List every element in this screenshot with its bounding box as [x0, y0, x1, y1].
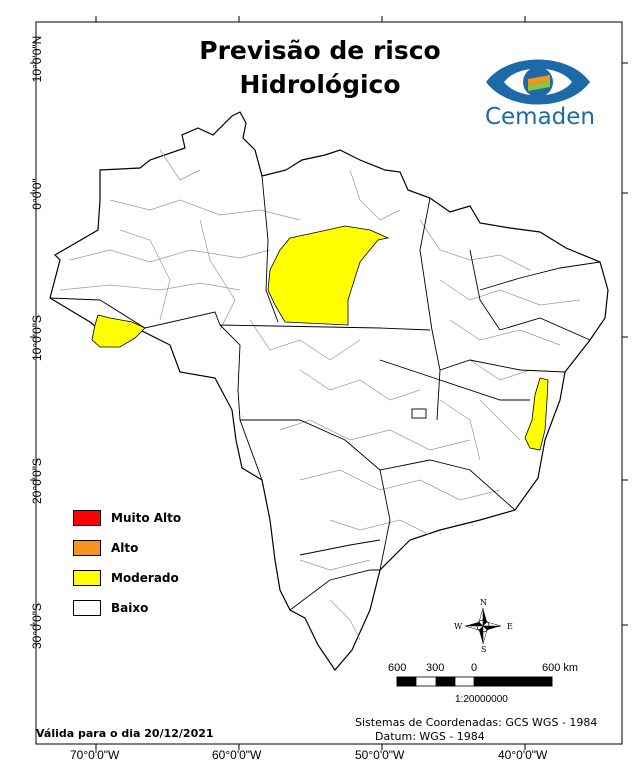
legend-item-moderado: Moderado: [73, 569, 179, 587]
scale-label: 300: [426, 662, 445, 674]
moderado-region-bahia-coast: [524, 377, 549, 451]
scale-ratio: 1:20000000: [455, 694, 508, 705]
compass-n-label: N: [480, 598, 487, 607]
moderado-region-para: [267, 225, 390, 326]
scale-label: 600 km: [542, 662, 579, 674]
latitude-label: 30°0'0"S: [30, 602, 44, 650]
map-title: Previsão de risco Hidrológico: [150, 34, 490, 102]
title-line-2: Hidrológico: [239, 70, 401, 99]
longitude-label: 70°0'0"W: [70, 748, 120, 762]
longitude-label: 40°0'0"W: [498, 748, 548, 762]
latitude-label: 10°0'0"S: [30, 314, 44, 362]
cemaden-logo-icon: [486, 59, 590, 105]
grid-ticks: [30, 16, 628, 750]
brazil-outline: [49, 111, 609, 671]
legend-label: Alto: [111, 541, 139, 555]
logo-text: Cemaden: [484, 104, 596, 130]
scale-label: 600: [388, 662, 407, 674]
compass-s-label: S: [481, 645, 487, 654]
map-border: [35, 21, 623, 745]
validity-date: Válida para o dia 20/12/2021: [36, 727, 214, 740]
legend-swatch: [73, 600, 101, 616]
basin-boundaries: [59, 149, 581, 641]
legend-item-alto: Alto: [73, 539, 138, 557]
legend-label: Moderado: [111, 571, 179, 585]
scale-label: 0: [471, 662, 478, 674]
title-line-1: Previsão de risco: [199, 36, 441, 65]
legend-label: Muito Alto: [111, 511, 182, 525]
compass-e-label: E: [507, 622, 513, 631]
longitude-label: 60°0'0"W: [212, 748, 262, 762]
legend-swatch: [73, 510, 101, 526]
legend-label: Baixo: [111, 601, 149, 615]
latitude-label: 10°0'0"N: [30, 35, 44, 83]
latitude-label: 0°0'0": [30, 178, 44, 210]
compass-rose: [464, 607, 502, 645]
legend-item-baixo: Baixo: [73, 599, 148, 617]
coordinate-system: Sistemas de Coordenadas: GCS WGS - 1984: [355, 716, 598, 729]
compass-w-label: W: [454, 622, 463, 631]
longitude-label: 50°0'0"W: [355, 748, 405, 762]
moderado-region-acre: [91, 314, 146, 348]
state-boundaries: [49, 175, 601, 611]
legend-swatch: [73, 540, 101, 556]
legend-swatch: [73, 570, 101, 586]
datum: Datum: WGS - 1984: [375, 730, 485, 743]
latitude-label: 20°0'0"S: [30, 457, 44, 505]
scale-bar: [396, 676, 553, 687]
legend-item-muito-alto: Muito Alto: [73, 509, 181, 527]
